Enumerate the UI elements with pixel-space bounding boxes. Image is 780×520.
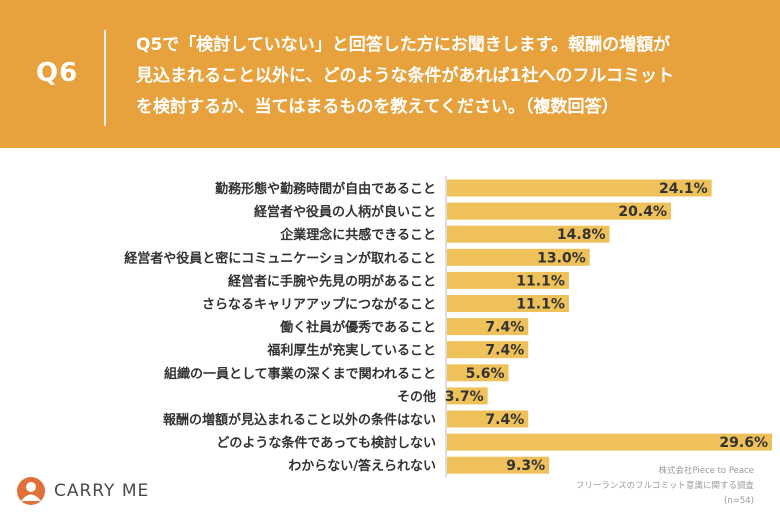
value-label: 29.6% bbox=[719, 435, 768, 451]
bar bbox=[447, 387, 488, 405]
category-label: 経営者や役員の人柄が良いこと bbox=[254, 204, 436, 220]
category-label: 企業理念に共感できること bbox=[279, 227, 436, 243]
category-label: 組織の一員として事業の深くまで関われること bbox=[164, 366, 436, 382]
category-label: 働く社員が優秀であること bbox=[279, 320, 436, 336]
bar bbox=[447, 271, 569, 289]
logo-text: CARRY ME bbox=[54, 481, 150, 501]
question-line: 見込まれること以外に、どのような条件があれば1社へのフルコミット bbox=[136, 66, 674, 86]
bar bbox=[447, 364, 509, 382]
survey-credit: 株式会社Piece to Peace フリーランスのフルコミット意識に関する調査… bbox=[576, 464, 754, 509]
category-label: わからない/答えられない bbox=[288, 458, 436, 474]
logo-mark-icon bbox=[17, 477, 45, 505]
category-label: 報酬の増額が見込まれること以外の条件はない bbox=[163, 412, 436, 428]
category-label: どのような条件であっても検討しない bbox=[216, 435, 436, 451]
value-label: 24.1% bbox=[659, 181, 708, 197]
question-line: Q5で「検討していない」と回答した方にお聞きします。報酬の増額が bbox=[136, 35, 671, 55]
bar bbox=[447, 179, 712, 197]
value-label: 7.4% bbox=[485, 320, 524, 336]
value-label: 14.8% bbox=[557, 227, 606, 243]
bar bbox=[447, 410, 529, 428]
bar bbox=[447, 456, 550, 474]
value-label: 11.1% bbox=[516, 297, 565, 313]
category-label: さらなるキャリアアップにつながること bbox=[202, 297, 436, 313]
carry-me-logo: CARRY ME bbox=[16, 476, 149, 506]
bar bbox=[447, 433, 773, 451]
bar bbox=[447, 202, 671, 220]
bar bbox=[447, 248, 590, 266]
value-label: 13.0% bbox=[537, 250, 586, 266]
bar bbox=[447, 295, 569, 312]
category-label: その他 bbox=[397, 389, 436, 405]
category-label: 経営者や役員と密にコミュニケーションが取れること bbox=[124, 250, 436, 266]
credit-survey-title: フリーランスのフルコミット意識に関する調査 bbox=[575, 481, 754, 491]
value-label: 7.4% bbox=[485, 343, 524, 359]
value-label: 5.6% bbox=[466, 366, 505, 382]
question-number: Q6 bbox=[36, 58, 79, 88]
value-label: 20.4% bbox=[618, 204, 667, 220]
category-label: 経営者に手腕や先見の明があること bbox=[228, 273, 436, 289]
bar bbox=[447, 341, 529, 359]
question-header: Q6 Q5で「検討していない」と回答した方にお聞きします。報酬の増額が 見込まれ… bbox=[0, 0, 780, 148]
value-label: 3.7% bbox=[445, 389, 484, 405]
category-label: 勤務形態や勤務時間が自由であること bbox=[215, 181, 436, 197]
credit-company: 株式会社Piece to Peace bbox=[658, 466, 754, 476]
value-label: 7.4% bbox=[485, 412, 524, 428]
question-line: を検討するか、当てはまるものを教えてください。（複数回答） bbox=[136, 97, 619, 117]
bar bbox=[447, 318, 529, 336]
question-text: Q5で「検討していない」と回答した方にお聞きします。報酬の増額が 見込まれること… bbox=[136, 30, 756, 123]
bar bbox=[447, 225, 610, 243]
header-divider bbox=[104, 30, 106, 126]
value-label: 9.3% bbox=[506, 458, 545, 474]
value-label: 11.1% bbox=[516, 273, 565, 289]
category-label: 福利厚生が充実していること bbox=[266, 343, 436, 359]
credit-sample-size: (n=54) bbox=[724, 496, 754, 506]
